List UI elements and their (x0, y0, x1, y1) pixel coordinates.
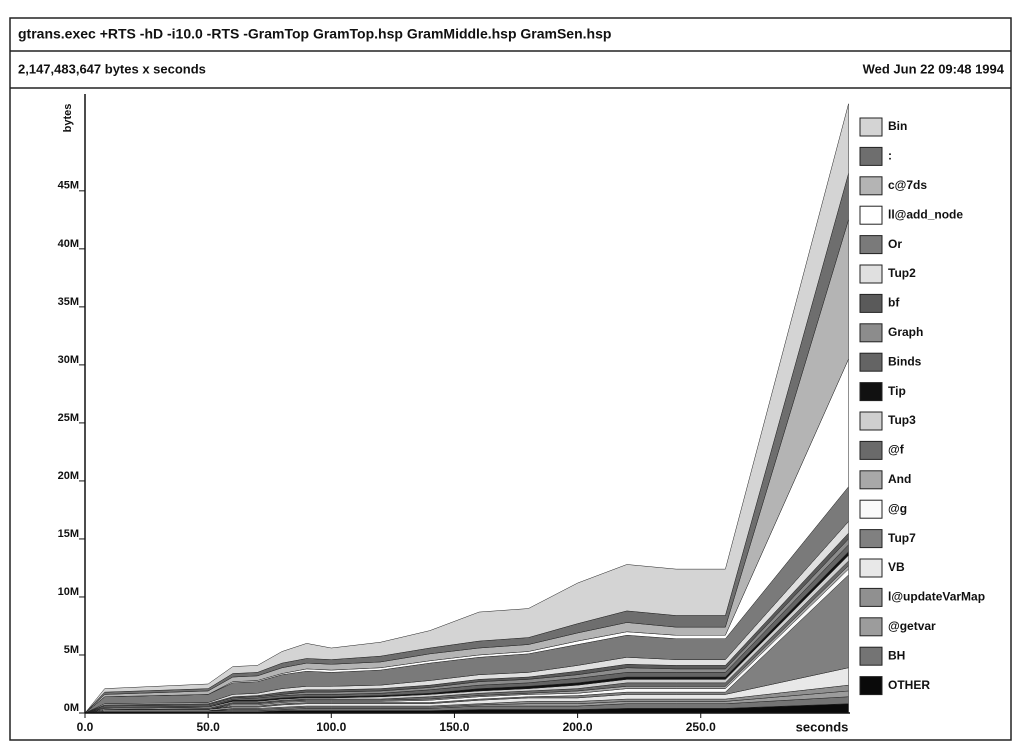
subtitle: 2,147,483,647 bytes x seconds (18, 61, 206, 76)
legend-swatch (859, 529, 883, 549)
x-tick-label: 200.0 (563, 720, 593, 734)
date: Wed Jun 22 09:48 1994 (863, 61, 1005, 76)
x-tick-label: 150.0 (439, 720, 469, 734)
legend-swatch (859, 558, 883, 578)
legend-label: BH (888, 648, 905, 662)
title: gtrans.exec +RTS -hD -i10.0 -RTS -GramTo… (18, 26, 611, 42)
legend-swatch (859, 205, 883, 225)
legend-label: Tup2 (888, 266, 916, 280)
y-tick-label: 35M (58, 296, 79, 308)
legend-label: : (888, 149, 892, 163)
x-tick-label: 250.0 (686, 720, 716, 734)
legend-label: Bin (888, 119, 907, 133)
legend-swatch (859, 499, 883, 519)
legend-label: And (888, 472, 911, 486)
legend-label: @f (888, 443, 905, 457)
legend-swatch (859, 323, 883, 343)
legend-label: bf (888, 296, 900, 310)
legend-label: c@7ds (888, 178, 927, 192)
x-tick-label: 0.0 (77, 720, 94, 734)
legend-label: Graph (888, 325, 923, 339)
legend-swatch (859, 264, 883, 284)
y-tick-label: 25M (58, 412, 79, 424)
y-tick-label: 10M (58, 586, 79, 598)
legend-label: VB (888, 560, 905, 574)
y-tick-label: 20M (58, 470, 79, 482)
legend-swatch (859, 293, 883, 313)
legend-swatch (859, 146, 883, 166)
legend-swatch (859, 117, 883, 137)
x-axis-label: seconds (796, 719, 849, 734)
legend-swatch (859, 235, 883, 255)
legend-swatch (859, 646, 883, 666)
y-tick-label: 45M (58, 180, 79, 192)
legend-swatch (859, 587, 883, 607)
legend-swatch (859, 617, 883, 637)
legend-label: ll@add_node (888, 207, 963, 221)
legend-label: @g (888, 501, 907, 515)
y-tick-label: 0M (64, 702, 79, 714)
legend-label: l@updateVarMap (888, 590, 985, 604)
legend-label: @getvar (888, 619, 936, 633)
legend-label: Tip (888, 384, 906, 398)
y-axis-label: bytes (62, 104, 74, 133)
y-tick-label: 5M (64, 644, 79, 656)
legend-label: Or (888, 237, 902, 251)
legend-swatch (859, 470, 883, 490)
legend-swatch (859, 352, 883, 372)
legend-swatch (859, 176, 883, 196)
legend-label: Tup3 (888, 413, 916, 427)
legend-swatch (859, 411, 883, 431)
y-tick-label: 40M (58, 238, 79, 250)
outer-frame (9, 17, 1012, 741)
legend-label: Binds (888, 354, 922, 368)
legend-label: Tup7 (888, 531, 916, 545)
y-tick-label: 30M (58, 354, 79, 366)
x-tick-label: 50.0 (196, 720, 220, 734)
legend-swatch (859, 382, 883, 402)
legend-label: OTHER (888, 678, 930, 692)
legend-swatch (859, 676, 883, 696)
x-tick-label: 100.0 (316, 720, 346, 734)
area-layer (84, 103, 849, 714)
legend-swatch (859, 440, 883, 460)
y-tick-label: 15M (58, 528, 79, 540)
